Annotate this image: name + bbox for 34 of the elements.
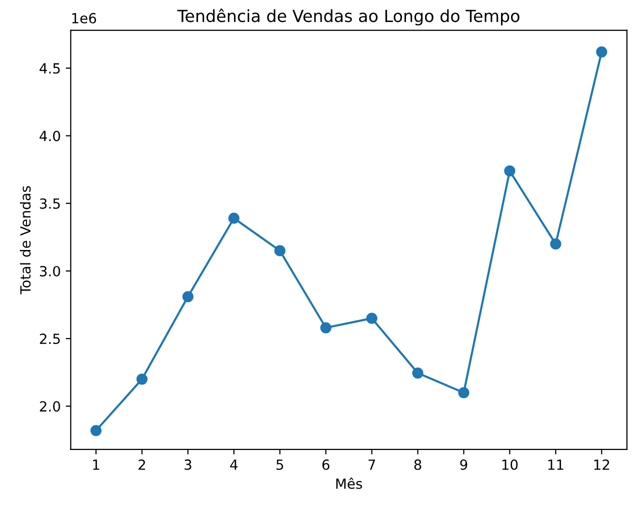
point bbox=[504, 165, 516, 176]
y-tick-label: 4.0 bbox=[40, 130, 60, 142]
point bbox=[90, 424, 102, 436]
x-tick-label: 9 bbox=[460, 459, 468, 470]
x-tick-label: 12 bbox=[594, 459, 610, 470]
y-tick-label: 3.5 bbox=[40, 198, 60, 209]
point bbox=[228, 212, 240, 224]
text: 1e6 bbox=[72, 12, 96, 24]
x-tick-label: 4 bbox=[230, 460, 238, 470]
point bbox=[274, 245, 286, 256]
point bbox=[412, 368, 424, 379]
y-tick-label: 3.0 bbox=[40, 266, 60, 276]
x-axis-title: Mês bbox=[336, 478, 362, 489]
x-tick-label: 7 bbox=[368, 460, 376, 470]
point bbox=[366, 312, 378, 324]
x-tick-label: 3 bbox=[184, 459, 192, 470]
x-tick-label: 6 bbox=[322, 459, 330, 470]
x-tick-label: 11 bbox=[548, 460, 564, 470]
point bbox=[182, 291, 194, 302]
y-tick-label: 2.0 bbox=[40, 401, 60, 412]
chart-title: Tendência de Vendas ao Longo do Tempo bbox=[177, 8, 520, 26]
point bbox=[550, 238, 562, 250]
point bbox=[320, 322, 332, 334]
y-tick-label: 2.5 bbox=[40, 334, 60, 344]
y-axis-title: Total de Vendas bbox=[20, 186, 31, 294]
y-tick-label: 4.5 bbox=[40, 63, 60, 74]
point bbox=[596, 46, 608, 58]
point bbox=[458, 387, 470, 398]
point bbox=[136, 374, 148, 385]
x-tick-label: 2 bbox=[138, 459, 146, 470]
x-tick-label: 1 bbox=[93, 460, 100, 470]
x-tick-label: 5 bbox=[276, 460, 284, 470]
x-tick-label: 10 bbox=[502, 459, 518, 470]
x-tick-label: 8 bbox=[414, 459, 422, 470]
